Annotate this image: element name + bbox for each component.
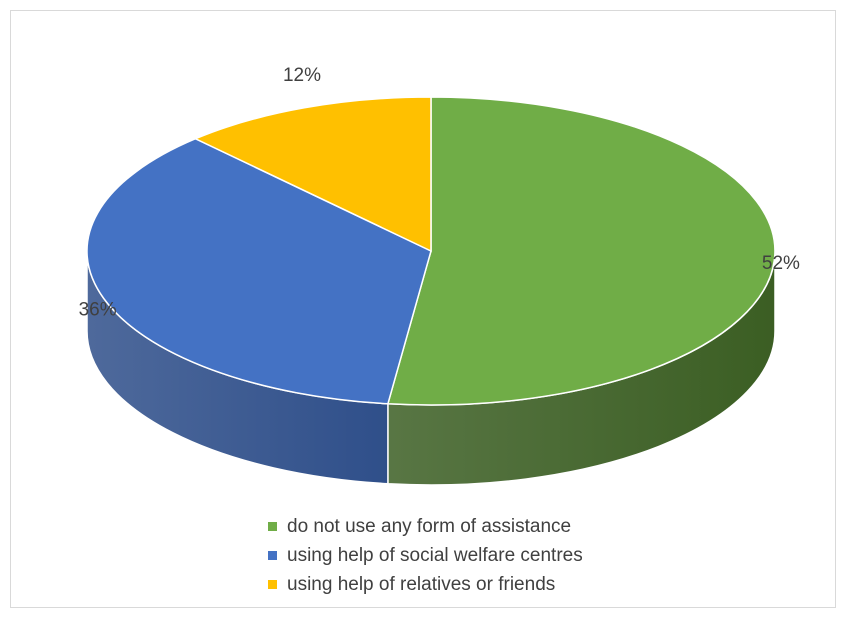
legend-swatch-social-welfare — [268, 551, 277, 560]
legend-label-social-welfare: using help of social welfare centres — [287, 544, 583, 566]
legend-item-no-assistance: do not use any form of assistance — [268, 512, 583, 541]
legend: do not use any form of assistance using … — [268, 512, 583, 599]
legend-label-no-assistance: do not use any form of assistance — [287, 515, 572, 537]
legend-swatch-no-assistance — [268, 522, 277, 531]
legend-item-relatives: using help of relatives or friends — [268, 570, 583, 599]
pie-slice-do-not-use-any-form-of-assistance — [386, 96, 776, 406]
data-label-using-help-of-social-welfare-centres: 36% — [79, 299, 117, 320]
data-label-do-not-use-any-form-of-assistance: 52% — [762, 253, 800, 274]
pie-slice-using-help-of-relatives-or-friends — [193, 96, 432, 253]
data-label-using-help-of-relatives-or-friends: 12% — [283, 65, 321, 86]
legend-label-relatives: using help of relatives or friends — [287, 573, 556, 595]
pie-tops — [86, 96, 776, 406]
legend-swatch-relatives — [268, 580, 277, 589]
pie-labels: 52% 36% 12% — [79, 65, 800, 320]
legend-item-social-welfare: using help of social welfare centres — [268, 541, 583, 570]
pie-slice-using-help-of-social-welfare-centres — [86, 137, 432, 405]
